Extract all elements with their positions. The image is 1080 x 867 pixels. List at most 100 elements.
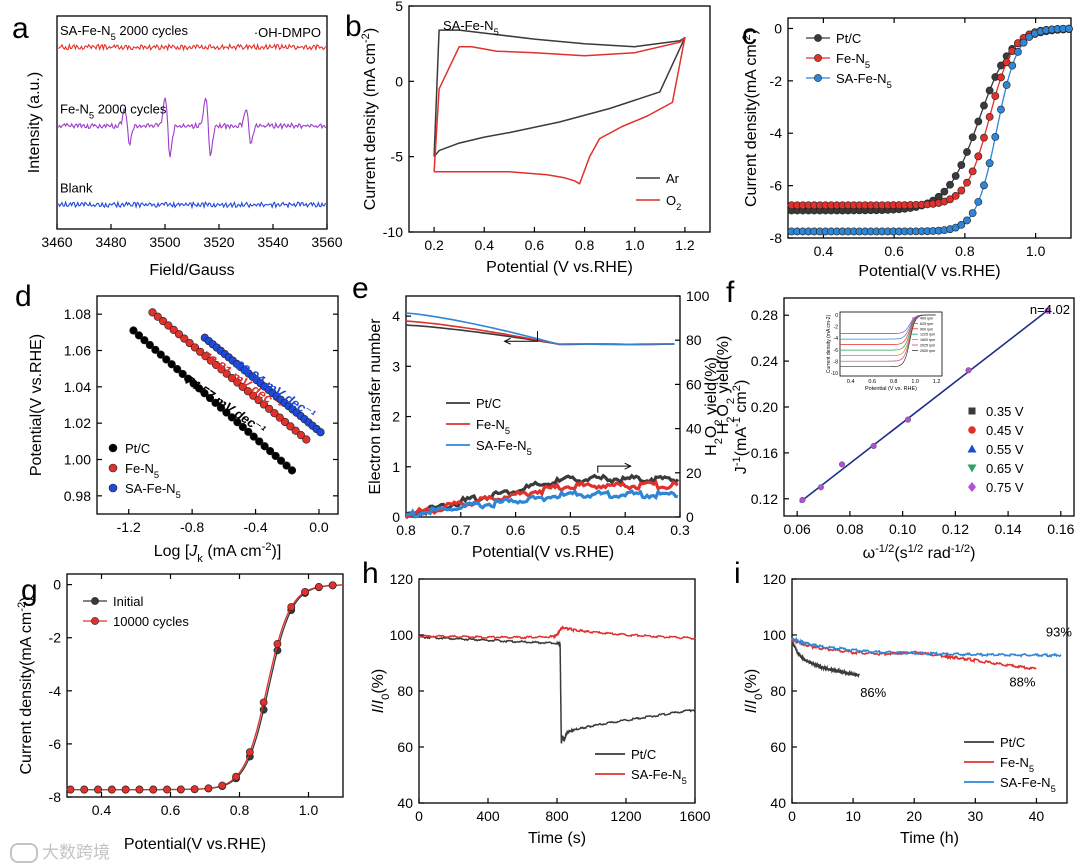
- series-marker: [276, 456, 286, 465]
- legend-label: Pt/C: [631, 747, 656, 762]
- panel-letter-a: a: [12, 12, 29, 45]
- legend-label: SA-Fe-N5: [1000, 775, 1056, 794]
- y2-tick-label: 40: [686, 421, 702, 437]
- series-marker: [259, 400, 268, 409]
- series-marker: [963, 178, 971, 187]
- x-tick-label: 0.8: [955, 243, 975, 259]
- series-marker: [184, 374, 193, 383]
- inset-x-tick-label: 0.4: [847, 379, 855, 385]
- series-marker: [140, 336, 149, 345]
- series-marker: [156, 350, 165, 359]
- panel-g: 0.4 0.6 0.8 1.0 -8 -6 -4 -2 0g Initial 10000 cycle…: [16, 573, 344, 853]
- series-marker: [107, 785, 116, 794]
- y-tick-label: -10: [383, 224, 403, 240]
- series-marker: [162, 355, 171, 364]
- series-marker: [180, 334, 189, 343]
- series-marker: [287, 466, 297, 475]
- series-marker: [260, 442, 269, 451]
- y-tick-label: -8: [49, 789, 62, 805]
- y-tick-label: 1.06: [64, 343, 91, 359]
- series-n-line-0: [405, 324, 675, 346]
- series-marker: [266, 447, 275, 456]
- series-marker: [153, 312, 162, 321]
- y-axis-label: Potential(V vs.RHE): [28, 334, 45, 476]
- y-tick-label: 4: [392, 308, 400, 324]
- inset-legend-label: 900 rpm: [920, 327, 933, 331]
- panel-letter-h: h: [362, 557, 379, 590]
- x-tick-label: 40: [1029, 808, 1045, 824]
- series-marker: [963, 216, 971, 225]
- panel-letter-f: f: [726, 276, 735, 309]
- x-tick-label: 1600: [679, 808, 710, 824]
- plot-frame-e: [405, 295, 681, 518]
- y-tick-label: 1.04: [64, 379, 91, 395]
- end-value-label: 86%: [860, 685, 886, 700]
- x-tick-label: 0: [415, 808, 423, 824]
- legend-marker: [814, 34, 822, 42]
- legend-label: Fe-N5: [836, 51, 870, 70]
- arrow-right-indicator: [597, 465, 631, 473]
- series-marker: [145, 340, 154, 350]
- x-tick-label: 0: [788, 808, 796, 824]
- series-marker: [194, 384, 204, 393]
- series-marker: [271, 451, 280, 461]
- x-tick-label: 30: [968, 808, 984, 824]
- series-marker: [233, 418, 242, 427]
- legend-label: 0.45 V: [986, 423, 1024, 438]
- legend-label: 0.75 V: [986, 480, 1024, 495]
- y2-axis-label: H2O2 yield(%): [703, 357, 725, 456]
- panel-b: 0.2 0.4 0.6 0.8 1.0 1.2 -10 -5 0 5 b SA-Fe-N5 Ar O2 Po…: [345, 0, 711, 276]
- series-marker: [189, 379, 198, 388]
- series-marker: [951, 191, 960, 200]
- legend-label: 0.35 V: [986, 404, 1024, 419]
- y-tick-label: 0.28: [751, 307, 778, 323]
- x-tick-label: 3520: [203, 234, 234, 250]
- panel-h: 0 400 800 1200 1600 40 60 80 100 120 h Pt/C SA-Fe-N5…: [362, 557, 711, 847]
- x-tick-label: 3500: [149, 234, 180, 250]
- arrow-right-head: [624, 462, 632, 470]
- y-tick-label: 3: [392, 358, 400, 374]
- inset-legend-label: 2025 rpm: [920, 344, 935, 348]
- end-value-label: 93%: [1046, 625, 1072, 640]
- series-marker: [238, 422, 247, 432]
- y-tick-label: 1.08: [64, 306, 91, 322]
- plot-frame-g: [66, 573, 344, 798]
- series-marker: [940, 187, 949, 196]
- series-marker: [963, 148, 971, 156]
- x-tick-label: 0.7: [451, 522, 471, 538]
- inset-y-tick-label: 0: [835, 313, 838, 319]
- x-tick-label: 0.3: [670, 522, 690, 538]
- x-tick-label: 3540: [257, 234, 288, 250]
- series-marker: [270, 409, 279, 418]
- series-line-0: [419, 635, 696, 744]
- x-tick-label: -1.2: [117, 519, 141, 535]
- series-marker: [178, 369, 187, 379]
- x-axis-label: Time (s): [528, 830, 586, 847]
- y-tick-label: -6: [49, 736, 62, 752]
- x-tick-label: 0.4: [92, 802, 112, 818]
- inset-y-tick-label: -6: [834, 348, 839, 354]
- y-tick-label: 1.00: [64, 452, 91, 468]
- x-tick-label: 0.16: [1047, 521, 1074, 537]
- y-tick-label: 120: [390, 571, 414, 587]
- series-marker: [985, 112, 994, 121]
- x-axis-label: Potential(V vs.RHE): [124, 836, 266, 853]
- x-tick-label: 20: [906, 808, 922, 824]
- x-axis-label: Potential(V vs.RHE): [858, 263, 1000, 280]
- x-tick-label: 0.8: [575, 237, 595, 253]
- series-marker: [265, 404, 274, 413]
- series-marker: [94, 785, 102, 794]
- y-tick-label: -8: [770, 230, 783, 246]
- x-tick-label: 1.0: [1026, 243, 1046, 259]
- inset-x-tick-label: 1.0: [911, 379, 919, 385]
- inset-x-tick-label: 0.8: [890, 379, 898, 385]
- series-marker: [296, 431, 306, 440]
- series-marker: [232, 772, 240, 781]
- inset-y-tick-label: -4: [834, 336, 839, 342]
- series-marker: [227, 374, 237, 383]
- series-marker: [185, 338, 194, 348]
- series-marker: [1008, 61, 1017, 70]
- panel-letter-g: g: [21, 574, 38, 607]
- series-marker: [196, 347, 205, 356]
- legend-marker: [91, 617, 99, 625]
